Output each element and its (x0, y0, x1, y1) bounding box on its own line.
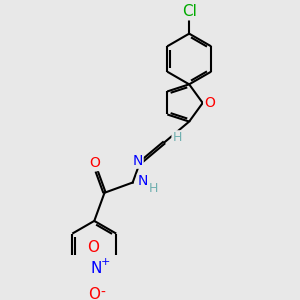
Text: +: + (101, 257, 111, 267)
Text: Cl: Cl (182, 4, 196, 19)
Text: H: H (172, 131, 182, 144)
Text: O: O (89, 156, 100, 170)
Text: O: O (88, 287, 100, 300)
Text: O: O (204, 96, 215, 110)
Text: -: - (101, 286, 106, 300)
Text: H: H (149, 182, 158, 195)
Text: N: N (91, 261, 102, 276)
Text: N: N (132, 154, 142, 168)
Text: O: O (87, 240, 99, 255)
Text: N: N (138, 174, 148, 188)
